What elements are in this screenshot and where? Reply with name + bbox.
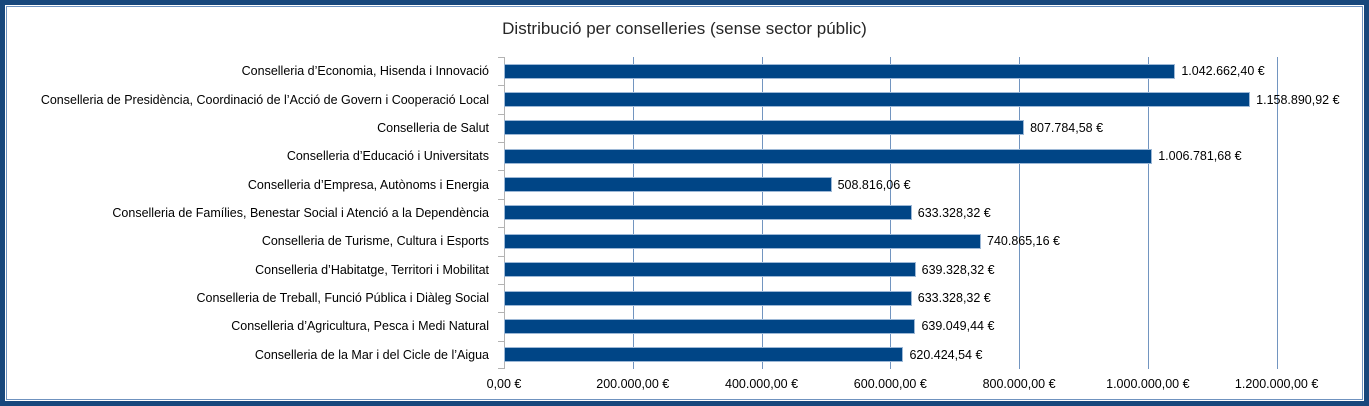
bar-row: 807.784,58 € [504, 114, 1341, 142]
category-label: Conselleria de Famílies, Benestar Social… [112, 205, 489, 220]
category-label: Conselleria d’Economia, Hisenda i Innova… [241, 64, 489, 79]
value-label: 1.042.662,40 € [1181, 64, 1265, 79]
category-label: Conselleria d’Empresa, Autònoms i Energi… [247, 177, 489, 192]
axis-tick [498, 142, 504, 144]
bar [504, 63, 1176, 79]
bar-rows: 1.042.662,40 € 1.158.890,92 € 807.784,58 €… [504, 57, 1341, 369]
value-label: 633.328,32 € [917, 205, 991, 220]
category-label: Conselleria de Treball, Funció Pública i… [196, 291, 489, 306]
axis-tick [498, 283, 504, 285]
value-label: 508.816,06 € [837, 177, 911, 192]
bar-row: 639.049,44 € [504, 312, 1341, 340]
bar [504, 347, 904, 363]
bar [504, 262, 916, 278]
gridline [1019, 57, 1021, 369]
category-label: Conselleria d’Habitatge, Territori i Mob… [255, 262, 489, 277]
value-label: 1.158.890,92 € [1256, 92, 1340, 107]
bar-row: 633.328,32 € [504, 199, 1341, 227]
category-label: Conselleria d’Agricultura, Pesca i Medi … [231, 319, 489, 334]
category-label: Conselleria de Salut [377, 120, 489, 135]
bar [504, 148, 1153, 164]
bar-row: 1.158.890,92 € [504, 85, 1341, 113]
axis-tick [498, 312, 504, 314]
value-axis-tick-label: 800.000,00 € [982, 377, 1056, 391]
axis-tick [498, 340, 504, 342]
category-label: Conselleria de Presidència, Coordinació … [40, 92, 489, 107]
bar-row: 1.042.662,40 € [504, 57, 1341, 85]
bar-row: 740.865,16 € [504, 227, 1341, 255]
value-axis-tick-label: 400.000,00 € [725, 377, 799, 391]
value-axis-labels: 0,00 € 200.000,00 € 400.000,00 € 600.000,00… [487, 377, 1341, 395]
bar [504, 177, 832, 193]
bar [504, 205, 912, 221]
chart-title: Distribució per conselleries (sense sect… [502, 19, 867, 38]
value-axis-tick-label: 1.000.000,00 € [1106, 377, 1190, 391]
value-label: 740.865,16 € [987, 234, 1060, 249]
bar-row: 633.328,32 € [504, 284, 1341, 312]
value-axis-tick-label: 1.200.000,00 € [1234, 377, 1319, 391]
value-label: 639.328,32 € [921, 262, 995, 277]
bar [504, 290, 912, 306]
gridline [1276, 57, 1278, 369]
category-label: Conselleria de Turisme, Cultura i Esport… [261, 234, 489, 249]
axis-tick [498, 368, 504, 369]
axis-tick [498, 227, 504, 229]
axis-tick [498, 113, 504, 115]
plot-area: 1.042.662,40 € 1.158.890,92 € 807.784,58 €… [498, 57, 1341, 369]
axis-tick [498, 170, 504, 172]
value-axis-tick-label: 600.000,00 € [853, 377, 927, 391]
category-label: Conselleria de la Mar i del Cicle de l’A… [254, 347, 489, 362]
bar-row: 639.328,32 € [504, 256, 1341, 284]
value-label: 620.424,54 € [909, 347, 983, 362]
bar [504, 318, 916, 334]
bar-row: 620.424,54 € [504, 341, 1341, 369]
value-label: 807.784,58 € [1030, 120, 1104, 135]
value-label: 1.006.781,68 € [1158, 149, 1242, 164]
value-label: 639.049,44 € [921, 319, 995, 334]
value-axis-tick-label: 0,00 € [486, 377, 522, 391]
category-axis-labels: Conselleria d’Economia, Hisenda i Innova… [13, 57, 499, 369]
axis-tick [498, 255, 504, 257]
value-axis-tick-label: 200.000,00 € [596, 377, 670, 391]
bar-row: 1.006.781,68 € [504, 142, 1341, 170]
axis-tick [498, 57, 504, 58]
value-label: 633.328,32 € [917, 291, 991, 306]
bar [504, 233, 981, 249]
bar [504, 92, 1251, 108]
gridline [1147, 57, 1149, 369]
axis-tick [498, 85, 504, 87]
bar-row: 508.816,06 € [504, 170, 1341, 198]
bar [504, 120, 1025, 136]
category-label: Conselleria d’Educació i Universitats [286, 149, 489, 164]
axis-tick [498, 198, 504, 200]
